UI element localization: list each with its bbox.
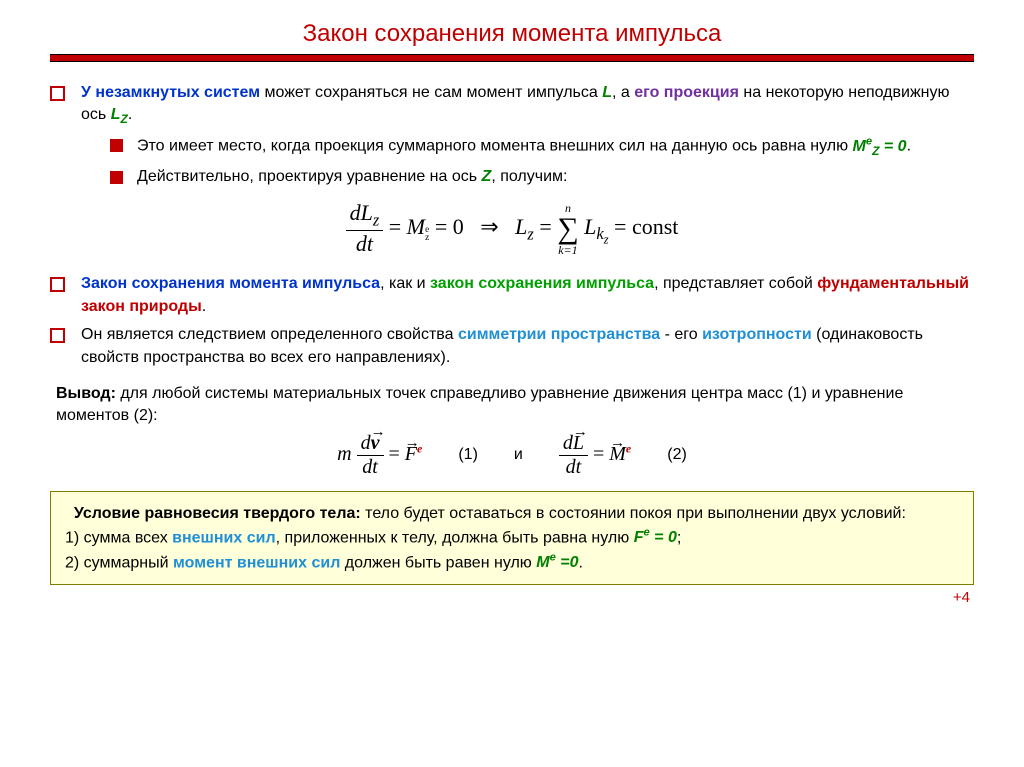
txt: 2) суммарный — [65, 554, 173, 571]
eq: = 0 — [650, 529, 677, 546]
condition-box: Условие равновесия твердого тела: тело б… — [50, 491, 974, 585]
slide: Закон сохранения момента импульса У неза… — [0, 0, 1024, 616]
bullet-1: У незамкнутых систем может сохраняться н… — [50, 82, 974, 128]
bullet-1-text: У незамкнутых систем может сохраняться н… — [81, 82, 974, 128]
square-bullet-icon — [50, 277, 65, 292]
d: d — [361, 432, 371, 454]
var: L — [515, 214, 527, 239]
eq: =0 — [556, 554, 579, 571]
txt: ; — [677, 529, 681, 546]
var-Lz: L — [111, 106, 121, 123]
square-bullet-icon — [50, 328, 65, 343]
sub: z — [425, 232, 429, 243]
txt: внешних сил — [172, 529, 275, 546]
title-rule — [50, 54, 974, 62]
sub: k — [596, 224, 603, 243]
var: M — [536, 554, 549, 571]
den: dt — [356, 231, 373, 256]
txt: , получим: — [491, 168, 567, 185]
dt: dt — [362, 456, 378, 478]
txt: - его — [660, 326, 702, 343]
bullet-1a: Это имеет место, когда проекция суммарно… — [110, 134, 974, 159]
const: const — [632, 214, 678, 239]
cond-line2: 1) сумма всех внешних сил, приложенных к… — [65, 525, 959, 550]
bullet-1a-text: Это имеет место, когда проекция суммарно… — [137, 134, 911, 159]
and: и — [514, 446, 523, 464]
arrow-icon: ⇒ — [480, 214, 498, 239]
equations-pair: m dv dt = Fe (1) и dL dt = Me (2) — [50, 432, 974, 479]
cond-line1: Условие равновесия твердого тела: тело б… — [65, 502, 959, 525]
txt: момент внешних сил — [173, 554, 340, 571]
bullet-3: Он является следствием определенного сво… — [50, 324, 974, 369]
txt: . — [128, 106, 132, 123]
var: L — [584, 214, 596, 239]
bullet-1b: Действительно, проектируя уравнение на о… — [110, 166, 974, 188]
bullet-3-text: Он является следствием определенного сво… — [81, 324, 974, 369]
txt: У незамкнутых систем — [81, 84, 260, 101]
txt: 1) сумма всех — [65, 529, 172, 546]
var-L: L — [602, 84, 612, 101]
dt: dt — [566, 456, 582, 478]
txt: тело будет оставаться в состоянии покоя … — [361, 505, 906, 522]
sub: z — [373, 210, 379, 229]
sigma-icon: ∑ — [557, 214, 578, 244]
txt: Закон сохранения момента импульса — [81, 275, 380, 292]
var: F — [634, 529, 644, 546]
txt: . — [202, 298, 206, 315]
txt: , а — [612, 84, 634, 101]
d: d — [563, 432, 573, 454]
txt: может сохраняться не сам момент импульса — [260, 84, 602, 101]
sub: z — [604, 233, 609, 247]
txt: = 0 — [879, 138, 906, 155]
txt: симметрии пространства — [458, 326, 660, 343]
txt: его проекция — [634, 84, 739, 101]
label: Вывод: — [56, 385, 116, 402]
txt: закон сохранения импульса — [430, 275, 654, 292]
num: 0 — [453, 214, 464, 239]
square-bullet-icon — [110, 139, 123, 152]
txt: должен быть равен нулю — [340, 554, 536, 571]
txt: Это имеет место, когда проекция суммарно… — [137, 138, 853, 155]
var: M — [853, 138, 866, 155]
sub: Z — [120, 113, 127, 127]
var: M — [407, 214, 425, 239]
conclusion: Вывод: для любой системы материальных то… — [56, 383, 974, 428]
sup: e — [626, 441, 631, 455]
txt: , приложенных к телу, должна быть равна … — [276, 529, 634, 546]
bullet-2: Закон сохранения момента импульса, как и… — [50, 273, 974, 318]
eq-number-1: (1) — [458, 446, 478, 464]
bullet-2-text: Закон сохранения момента импульса, как и… — [81, 273, 974, 318]
page-counter: +4 — [50, 589, 974, 606]
sum-bot: k=1 — [557, 244, 578, 256]
txt: Действительно, проектируя уравнение на о… — [137, 168, 482, 185]
var: L — [573, 432, 584, 454]
square-bullet-icon — [110, 171, 123, 184]
equation-main: dLz dt = Mez = 0 ⇒ Lz = n ∑ k=1 Lkz = co… — [50, 200, 974, 257]
txt: . — [579, 554, 583, 571]
bullet-1b-text: Действительно, проектируя уравнение на о… — [137, 166, 567, 188]
cond-line3: 2) суммарный момент внешних сил должен б… — [65, 550, 959, 575]
txt: , представляет собой — [654, 275, 817, 292]
txt: изотропности — [702, 326, 812, 343]
var: v — [371, 432, 380, 454]
square-bullet-icon — [50, 86, 65, 101]
var: F — [405, 443, 417, 465]
txt: Он является следствием определенного сво… — [81, 326, 458, 343]
txt: Условие равновесия твердого тела: — [74, 505, 361, 522]
var-Z: Z — [482, 168, 492, 185]
num: dL — [350, 200, 373, 225]
txt: . — [907, 138, 911, 155]
sub: z — [527, 224, 533, 243]
var: m — [337, 443, 351, 465]
txt: для любой системы материальных точек спр… — [56, 385, 903, 424]
var: M — [609, 443, 626, 465]
page-title: Закон сохранения момента импульса — [50, 20, 974, 48]
eq-number-2: (2) — [667, 446, 687, 464]
txt: , как и — [380, 275, 430, 292]
